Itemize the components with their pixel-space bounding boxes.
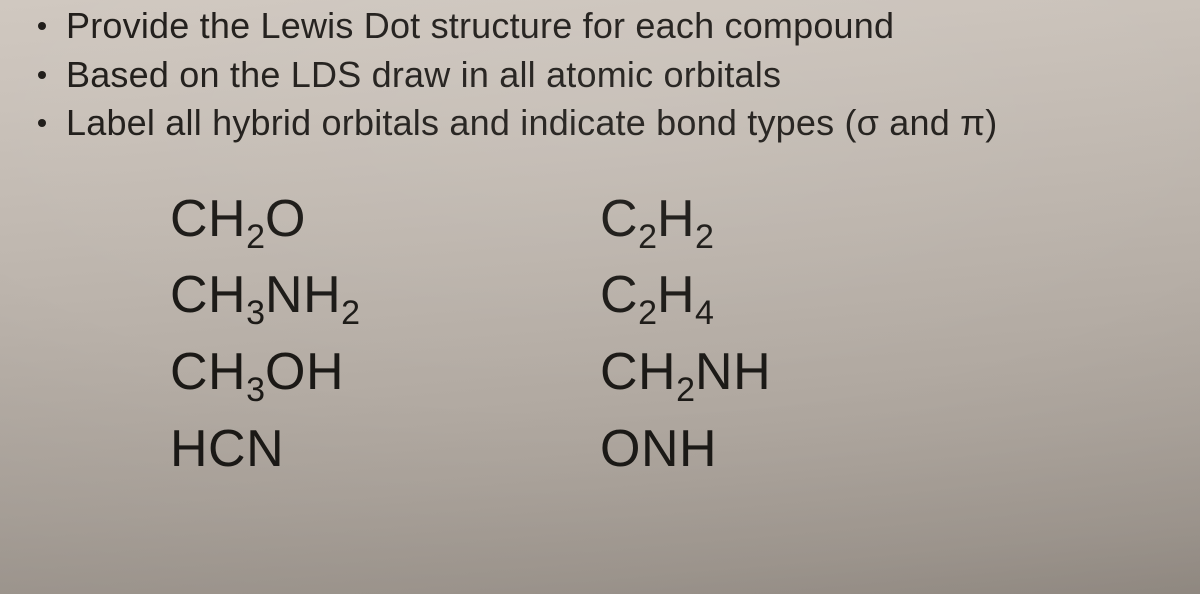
bullet-item: Label all hybrid orbitals and indicate b… [20,99,1180,148]
bullet-list: Provide the Lewis Dot structure for each… [20,2,1180,148]
compound-formula: CH2O [170,192,600,247]
bullet-text: Based on the LDS draw in all atomic orbi… [66,54,781,95]
bullet-text: Provide the Lewis Dot structure for each… [66,5,894,46]
compound-formula: CH3NH2 [170,268,600,323]
bullet-item: Based on the LDS draw in all atomic orbi… [20,51,1180,100]
compound-formula: C2H4 [600,268,1020,323]
compound-column-right: C2H2 C2H4 CH2NH ONH [600,192,1020,476]
compound-formula: HCN [170,422,600,477]
slide: Provide the Lewis Dot structure for each… [0,0,1200,594]
compound-formula: ONH [600,422,1020,477]
compound-formula: C2H2 [600,192,1020,247]
bullet-item: Provide the Lewis Dot structure for each… [20,2,1180,51]
compound-formula: CH3OH [170,345,600,400]
compound-column-left: CH2O CH3NH2 CH3OH HCN [170,192,600,476]
compound-formula: CH2NH [600,345,1020,400]
bullet-text: Label all hybrid orbitals and indicate b… [66,102,997,143]
compound-columns: CH2O CH3NH2 CH3OH HCN C2H2 C2H4 CH2NH ON… [20,192,1180,476]
